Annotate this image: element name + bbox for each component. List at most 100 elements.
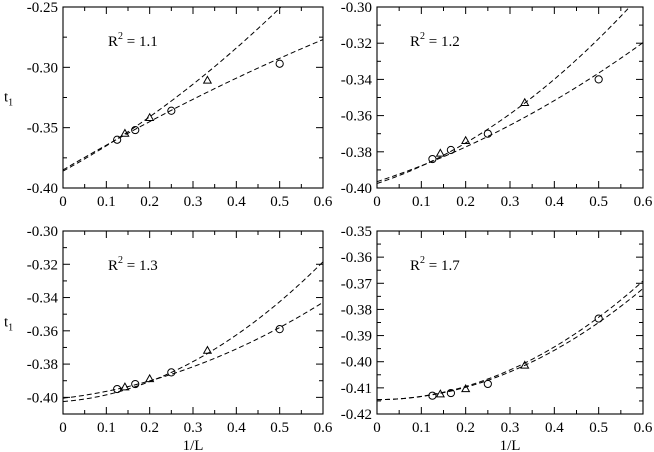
y-tick-label: -0.41 <box>341 381 372 397</box>
y-axis-label-subscript: 1 <box>8 98 13 109</box>
circle-data-point <box>275 325 284 334</box>
r-squared-superscript: 2 <box>420 31 425 42</box>
y-tick-label: -0.38 <box>341 302 372 318</box>
circle-data-point <box>446 145 456 155</box>
r-squared-annotation: R2 = 1.7 <box>410 255 460 274</box>
y-tick-label: -0.32 <box>27 257 58 273</box>
x-tick-label: 0.2 <box>140 194 159 210</box>
x-tick-label: 0.1 <box>412 420 431 436</box>
x-tick-label: 0.4 <box>545 194 564 210</box>
circle-data-point <box>167 106 176 115</box>
circle-series-fit-curve <box>63 39 323 171</box>
circle-data-point <box>594 75 603 84</box>
triangle-series-fit-curve <box>377 288 643 401</box>
circle-data-point <box>446 388 456 398</box>
x-tick-label: 0.3 <box>184 194 203 210</box>
r-squared-value: = 1.1 <box>123 34 158 50</box>
circle-data-point <box>167 368 176 377</box>
triangle-data-point <box>435 148 445 157</box>
panel-3: 0 0.1 0.2 0.3 0.4 0.5 0.6 -0.40 -0.38 -0.36 -0.34 -… <box>4 224 333 452</box>
y-tick-label: -0.40 <box>341 181 372 197</box>
triangle-series-fit-curve <box>377 7 631 184</box>
y-tick-label: -0.36 <box>341 250 373 266</box>
triangle-data-point <box>435 389 445 398</box>
plot-frame <box>376 230 644 415</box>
circle-data-point <box>113 135 122 144</box>
x-tick-label: 0.3 <box>501 420 520 436</box>
y-axis-label: t1 <box>4 315 13 334</box>
y-tick-label: -0.34 <box>341 72 373 88</box>
panel-4: 0 0.1 0.2 0.3 0.4 0.5 0.6 -0.42 -0.41 -0.40 -0.39 -… <box>341 224 653 452</box>
y-tick-label: -0.38 <box>341 145 372 161</box>
x-tick-label: 0.1 <box>97 420 116 436</box>
x-axis-label: 1/L <box>500 438 521 452</box>
y-tick-label: -0.25 <box>27 0 58 16</box>
circle-data-point <box>483 129 492 138</box>
triangle-data-point <box>202 345 213 354</box>
y-axis-label-subscript: 1 <box>8 323 13 334</box>
plot-frame <box>62 230 324 415</box>
y-tick-label: -0.39 <box>341 329 372 345</box>
circle-data-point <box>113 384 122 394</box>
circle-data-point <box>428 391 437 400</box>
x-tick-label: 0.5 <box>589 194 608 210</box>
r-squared-superscript: 2 <box>118 31 123 42</box>
x-tick-label: 0.2 <box>456 420 475 436</box>
y-tick-label: -0.37 <box>341 276 373 292</box>
x-tick-label: 0.6 <box>634 194 653 210</box>
plot-frame <box>62 6 324 189</box>
x-tick-label: 0.4 <box>545 420 564 436</box>
circle-data-point <box>131 125 140 135</box>
r-squared-value: = 1.2 <box>425 34 460 50</box>
triangle-series-fit-curve <box>63 261 323 403</box>
triangle-data-point <box>520 97 530 106</box>
x-tick-label: 0.6 <box>314 194 333 210</box>
circle-data-point <box>131 379 140 389</box>
y-tick-label: -0.42 <box>341 407 372 423</box>
x-tick-label: 0.3 <box>184 420 203 436</box>
x-tick-label: 0.1 <box>97 194 116 210</box>
r-squared-annotation: R2 = 1.1 <box>108 31 158 50</box>
panel-1: 0 0.1 0.2 0.3 0.4 0.5 0.6 -0.40 -0.35 -0.30 -0.25 R… <box>4 0 333 210</box>
x-tick-label: 0.5 <box>589 420 608 436</box>
circle-data-point <box>275 59 284 68</box>
y-axis-label-main: t <box>4 315 9 331</box>
r-squared-base: R <box>108 34 118 50</box>
r-squared-annotation: R2 = 1.3 <box>108 255 158 274</box>
x-axis-label: 1/L <box>183 438 204 452</box>
x-tick-label: 0 <box>59 194 67 210</box>
y-tick-label: -0.34 <box>27 291 59 307</box>
x-tick-label: 0.4 <box>227 420 246 436</box>
triangle-data-point <box>120 128 130 137</box>
triangle-data-point <box>202 75 213 84</box>
circle-data-point <box>594 314 603 323</box>
x-tick-label: 0.5 <box>270 420 289 436</box>
y-tick-label: -0.30 <box>27 224 58 240</box>
circle-series-fit-curve <box>377 42 643 183</box>
x-tick-label: 0 <box>59 420 67 436</box>
r-squared-base: R <box>410 258 420 274</box>
x-tick-label: 0.3 <box>501 194 520 210</box>
y-tick-label: -0.36 <box>27 324 59 340</box>
triangle-data-point <box>520 360 530 369</box>
r-squared-value: = 1.7 <box>425 258 460 274</box>
x-tick-label: 0.2 <box>456 194 475 210</box>
y-tick-label: -0.35 <box>341 224 372 240</box>
x-tick-label: 0 <box>373 194 381 210</box>
triangle-data-point <box>145 112 155 122</box>
circle-series-fit-curve <box>63 301 323 399</box>
circle-series-fit-curve <box>377 280 643 401</box>
triangle-data-point <box>120 382 130 391</box>
r-squared-superscript: 2 <box>420 255 425 266</box>
y-tick-label: -0.38 <box>27 357 58 373</box>
y-tick-label: -0.30 <box>27 60 58 76</box>
r-squared-base: R <box>410 34 420 50</box>
r-squared-superscript: 2 <box>118 255 123 266</box>
triangle-data-point <box>461 383 471 393</box>
y-tick-label: -0.40 <box>27 390 58 406</box>
x-tick-label: 0.1 <box>412 194 431 210</box>
y-tick-label: -0.35 <box>27 121 58 137</box>
y-axis-label: t1 <box>4 90 13 109</box>
plot-frame <box>376 6 644 189</box>
